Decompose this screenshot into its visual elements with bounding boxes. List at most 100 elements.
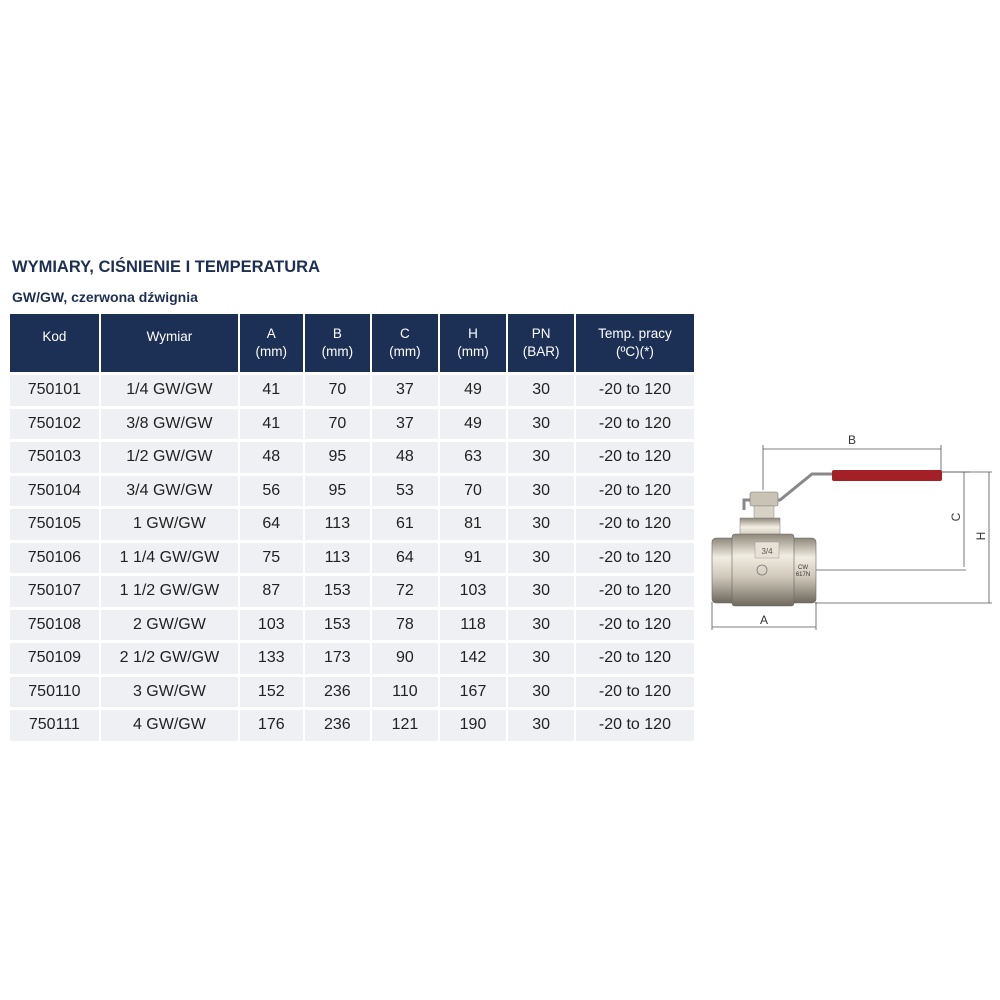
table-cell: 81	[439, 509, 507, 540]
lever-arm	[742, 472, 836, 510]
table-row: 750106 1 1/4 GW/GW 75 113 64 91 30 -20 to 120	[10, 542, 694, 573]
column-header: H (mm)	[439, 314, 507, 372]
table-cell: 750109	[10, 643, 99, 674]
brand-logo-icon	[756, 564, 768, 576]
dimensions-table: Kod Wymiar A (mm) B (mm) C (mm) H (mm) PN (BAR) Temp…	[8, 311, 696, 744]
table-cell: 1/2 GW/GW	[100, 442, 238, 473]
material-mark-1: CW	[798, 565, 808, 571]
table-cell: 3/8 GW/GW	[100, 408, 238, 439]
table-cell: 153	[304, 609, 371, 640]
table-cell: 30	[508, 375, 574, 406]
table-cell: 113	[304, 509, 371, 540]
column-header: Wymiar	[100, 314, 238, 372]
table-row: 750110 3 GW/GW 152 236 110 167 30 -20 to 120	[10, 676, 694, 707]
table-cell: 1 1/2 GW/GW	[100, 576, 238, 607]
table-cell: 236	[304, 676, 371, 707]
table-cell: 750107	[10, 576, 99, 607]
table-cell: -20 to 120	[575, 408, 694, 439]
red-lever-handle-icon	[832, 470, 942, 481]
table-cell: 121	[372, 710, 438, 741]
table-cell: 142	[439, 643, 507, 674]
table-cell: 750108	[10, 609, 99, 640]
table-cell: 152	[240, 676, 303, 707]
table-row: 750111 4 GW/GW 176 236 121 190 30 -20 to 120	[10, 710, 694, 741]
table-cell: 30	[508, 408, 574, 439]
table-row: 750104 3/4 GW/GW 56 95 53 70 30 -20 to 120	[10, 475, 694, 506]
table-cell: 37	[372, 375, 438, 406]
table-cell: 4 GW/GW	[100, 710, 238, 741]
table-row: 750108 2 GW/GW 103 153 78 118 30 -20 to 120	[10, 609, 694, 640]
table-cell: 63	[439, 442, 507, 473]
table-cell: 30	[508, 710, 574, 741]
table-cell: 118	[439, 609, 507, 640]
table-row: 750101 1/4 GW/GW 41 70 37 49 30 -20 to 120	[10, 375, 694, 406]
table-cell: 2 GW/GW	[100, 609, 238, 640]
header-line1: B	[332, 326, 342, 341]
header-line2: (mm)	[389, 344, 421, 359]
table-cell: 37	[372, 408, 438, 439]
table-cell: 1/4 GW/GW	[100, 375, 238, 406]
material-mark-2: 617N	[796, 572, 810, 578]
table-cell: 750105	[10, 509, 99, 540]
table-cell: 64	[372, 542, 438, 573]
table-cell: 750110	[10, 676, 99, 707]
table-cell: 750103	[10, 442, 99, 473]
table-cell: -20 to 120	[575, 375, 694, 406]
valve-drawing: B C H A 3/4 CW 617N	[711, 433, 992, 630]
table-cell: 49	[439, 375, 507, 406]
table-cell: -20 to 120	[575, 576, 694, 607]
table-cell: 90	[372, 643, 438, 674]
table-row: 750103 1/2 GW/GW 48 95 48 63 30 -20 to 120	[10, 442, 694, 473]
table-cell: 56	[240, 475, 303, 506]
table-cell: 30	[508, 643, 574, 674]
header-line1: C	[400, 326, 410, 341]
column-header: Temp. pracy (ºC)(*)	[575, 314, 694, 372]
table-cell: -20 to 120	[575, 542, 694, 573]
table-cell: 113	[304, 542, 371, 573]
table-cell: 30	[508, 509, 574, 540]
table-cell: 41	[240, 408, 303, 439]
table-cell: 30	[508, 676, 574, 707]
table-cell: 3 GW/GW	[100, 676, 238, 707]
size-mark: 3/4	[761, 547, 773, 556]
table-cell: 30	[508, 609, 574, 640]
dim-c-label: C	[949, 512, 963, 521]
table-subtitle: GW/GW, czerwona dźwignia	[12, 289, 198, 305]
table-cell: 72	[372, 576, 438, 607]
table-cell: 103	[240, 609, 303, 640]
table-cell: 53	[372, 475, 438, 506]
table-cell: 750104	[10, 475, 99, 506]
table-cell: 48	[372, 442, 438, 473]
table-cell: -20 to 120	[575, 442, 694, 473]
header-line1: Kod	[42, 329, 67, 344]
dim-h-label: H	[974, 532, 988, 541]
dim-b-label: B	[848, 433, 856, 447]
table-cell: 190	[439, 710, 507, 741]
table-cell: 1 GW/GW	[100, 509, 238, 540]
table-cell: 30	[508, 475, 574, 506]
dim-a-label: A	[760, 613, 768, 627]
table-cell: 236	[304, 710, 371, 741]
table-cell: 750101	[10, 375, 99, 406]
header-line2: (mm)	[321, 344, 354, 359]
table-row: 750109 2 1/2 GW/GW 133 173 90 142 30 -20 to 120	[10, 643, 694, 674]
table-row: 750107 1 1/2 GW/GW 87 153 72 103 30 -20 to 120	[10, 576, 694, 607]
table-cell: 2 1/2 GW/GW	[100, 643, 238, 674]
header-line2: (ºC)(*)	[615, 344, 654, 359]
table-cell: 103	[439, 576, 507, 607]
header-line1: PN	[531, 326, 551, 341]
table-row: 750105 1 GW/GW 64 113 61 81 30 -20 to 120	[10, 509, 694, 540]
table-cell: 78	[372, 609, 438, 640]
table-cell: 3/4 GW/GW	[100, 475, 238, 506]
header-line1: Temp. pracy	[598, 326, 672, 341]
table-cell: 1 1/4 GW/GW	[100, 542, 238, 573]
table-cell: 70	[304, 375, 371, 406]
header-line2: (mm)	[255, 344, 288, 359]
column-header: Kod	[10, 314, 99, 372]
table-cell: 750102	[10, 408, 99, 439]
table-cell: 87	[240, 576, 303, 607]
table-cell: 153	[304, 576, 371, 607]
column-header: A (mm)	[240, 314, 303, 372]
table-cell: 91	[439, 542, 507, 573]
table-cell: 41	[240, 375, 303, 406]
